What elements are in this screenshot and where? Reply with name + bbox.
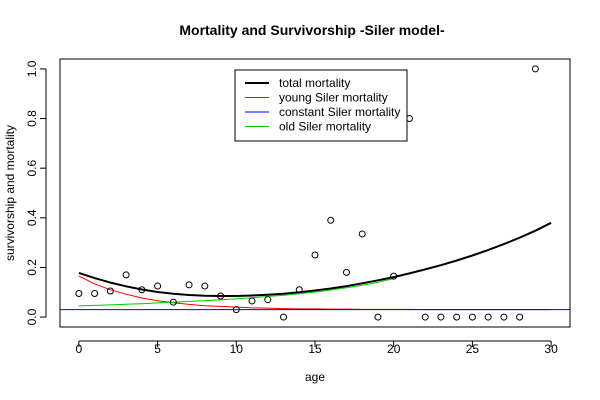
data-point — [390, 272, 398, 280]
data-point — [232, 306, 240, 314]
data-point — [138, 286, 146, 294]
data-point — [264, 296, 272, 304]
data-point — [374, 313, 382, 321]
data-point — [185, 281, 193, 289]
data-point — [421, 313, 429, 321]
data-point — [484, 313, 492, 321]
x-tick-label: 20 — [387, 342, 401, 356]
data-point — [217, 292, 225, 300]
data-point — [122, 271, 130, 279]
data-point — [280, 313, 288, 321]
data-point — [91, 290, 99, 297]
chart-title: Mortality and Survivorship -Siler model- — [179, 22, 445, 38]
y-axis-label: survivorship and mortality — [3, 125, 17, 261]
data-point — [500, 313, 508, 321]
y-tick-label: 0.6 — [25, 160, 39, 177]
data-point — [453, 313, 461, 321]
x-tick-label: 5 — [154, 342, 161, 356]
legend-label: constant Siler mortality — [279, 105, 400, 119]
x-tick-label: 30 — [544, 342, 558, 356]
y-tick-label: 0.8 — [25, 110, 39, 127]
series-line-3 — [78, 278, 394, 307]
data-point — [248, 297, 256, 305]
data-point — [516, 313, 524, 321]
data-point — [201, 282, 209, 290]
series-line-1 — [78, 275, 552, 311]
y-tick-label: 0.4 — [25, 209, 39, 226]
y-tick-label: 0.2 — [25, 259, 39, 276]
x-tick-label: 0 — [76, 342, 83, 356]
series-lines — [60, 221, 570, 311]
data-points — [75, 65, 539, 321]
data-point — [154, 282, 162, 290]
axis-ticks: 0 5 10 15 20 25 30 0.0 0.2 0.4 0.6 0.8 1.0 — [25, 60, 558, 356]
legend-label: young Siler mortality — [279, 91, 388, 105]
x-axis-label: age — [305, 370, 325, 384]
data-point — [295, 286, 303, 294]
data-point — [437, 313, 445, 321]
series-line-0 — [78, 221, 552, 297]
data-point — [169, 298, 177, 306]
legend-box — [234, 69, 408, 142]
x-tick-label: 15 — [308, 342, 322, 356]
y-tick-label: 1.0 — [25, 60, 39, 77]
data-point — [75, 290, 83, 297]
data-point — [468, 313, 476, 321]
x-tick-label: 25 — [466, 342, 480, 356]
data-point — [327, 216, 335, 224]
y-tick-label: 0.0 — [25, 308, 39, 325]
legend-label: total mortality — [279, 76, 350, 90]
x-tick-label: 10 — [230, 342, 244, 356]
data-point — [531, 65, 539, 73]
data-point — [311, 251, 319, 259]
legend-label: old Siler mortality — [279, 120, 371, 134]
data-point — [342, 268, 350, 276]
plot-frame — [59, 58, 571, 328]
data-point — [358, 230, 366, 238]
data-point — [106, 287, 114, 295]
